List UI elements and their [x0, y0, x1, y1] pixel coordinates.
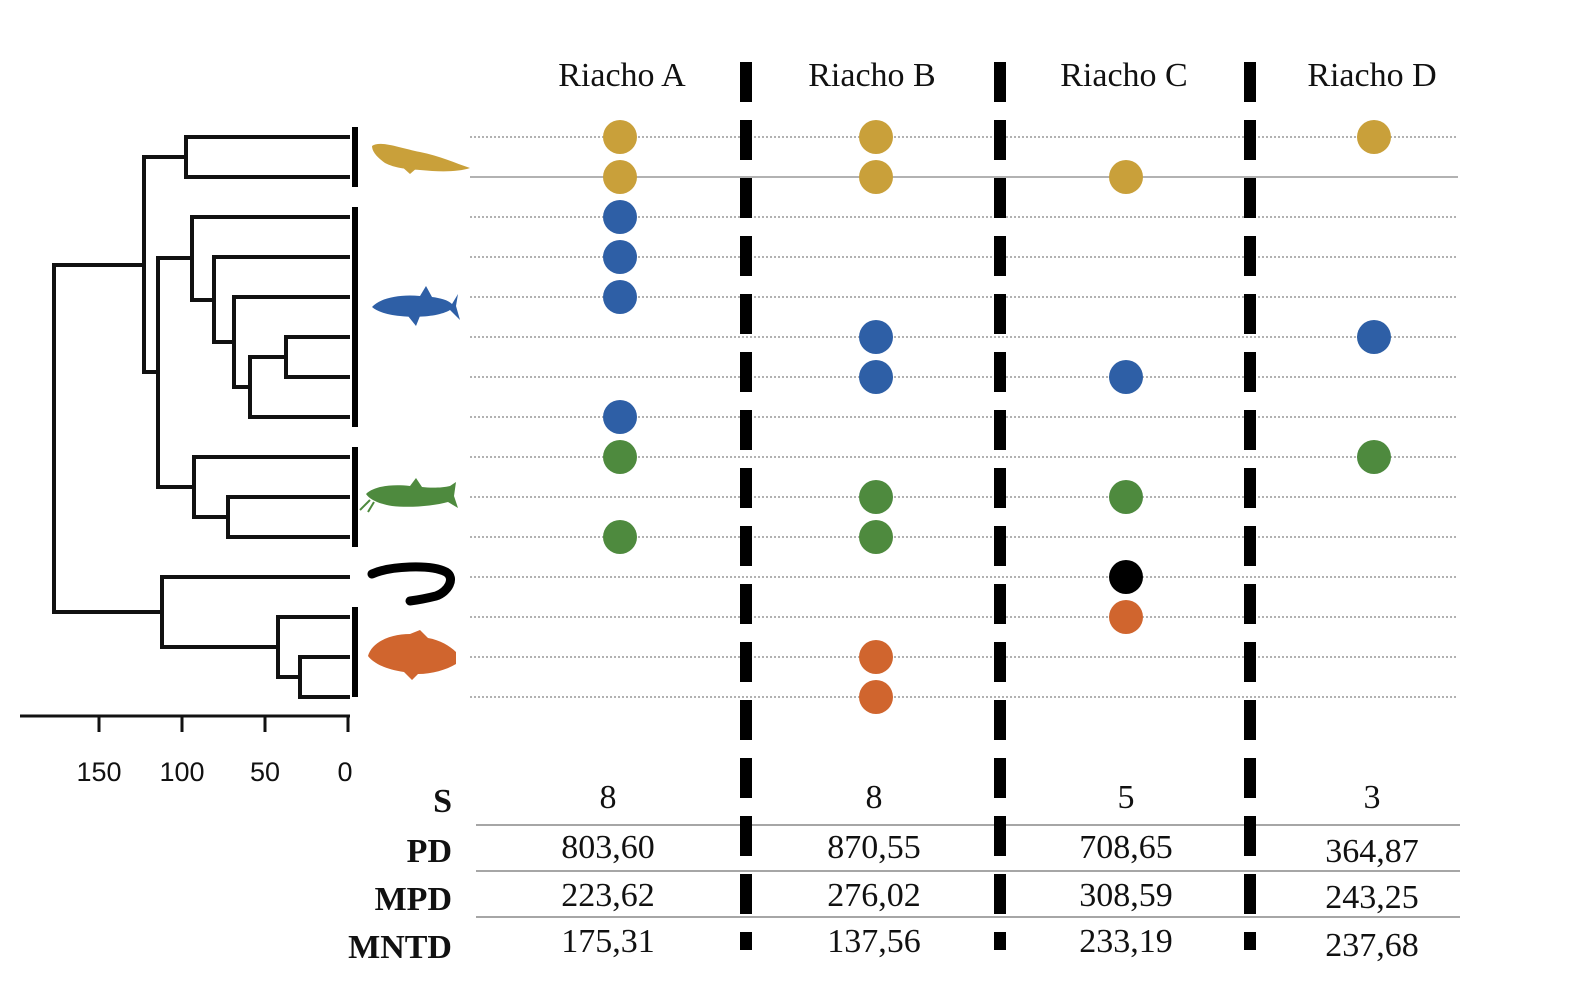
- occurrence-dot: [1357, 440, 1391, 474]
- tree-branch: [284, 335, 350, 379]
- metric-value: 3: [1364, 779, 1381, 816]
- column-header-riacho-a: Riacho A: [558, 57, 686, 94]
- occurrence-dot: [859, 320, 893, 354]
- occurrence-dot: [603, 440, 637, 474]
- occurrence-dot: [1109, 360, 1143, 394]
- occurrence-dot: [859, 120, 893, 154]
- occurrence-dot: [1357, 120, 1391, 154]
- axis-tick-label: 50: [250, 757, 280, 787]
- metric-value: 364,87: [1325, 833, 1419, 870]
- tree-branch: [160, 575, 350, 649]
- metric-value: 803,60: [561, 829, 655, 866]
- axis-tick-label: 100: [159, 757, 204, 787]
- metric-value: 8: [866, 779, 883, 816]
- column-header-riacho-b: Riacho B: [808, 57, 935, 94]
- cichlid-fish-icon: [368, 630, 456, 680]
- tree-branch: [52, 263, 164, 614]
- metric-label-mntd: MNTD: [348, 929, 452, 966]
- occurrence-dot: [859, 360, 893, 394]
- occurrence-dot: [603, 520, 637, 554]
- occurrence-dot: [1109, 480, 1143, 514]
- tree-branch: [248, 355, 350, 419]
- tree-branch: [156, 256, 196, 489]
- column-dividers: [740, 62, 1256, 950]
- metric-label-s: S: [433, 783, 452, 820]
- metric-value: 233,19: [1079, 923, 1173, 960]
- occurrence-dot: [1357, 320, 1391, 354]
- column-header-riacho-c: Riacho C: [1060, 57, 1187, 94]
- time-axis: [20, 714, 350, 732]
- tree-branch: [142, 155, 188, 374]
- metric-value: 237,68: [1325, 927, 1419, 964]
- occurrence-dot: [859, 520, 893, 554]
- metric-value: 5: [1118, 779, 1135, 816]
- metric-value: 708,65: [1079, 829, 1173, 866]
- axis-tick-label: 0: [337, 757, 352, 787]
- phylogenetic-tree: [52, 135, 350, 699]
- occurrence-dot: [859, 640, 893, 674]
- occurrence-dot: [603, 120, 637, 154]
- metric-value: 243,25: [1325, 879, 1419, 916]
- occurrence-dot: [603, 400, 637, 434]
- occurrence-dot: [603, 200, 637, 234]
- tree-branch: [276, 615, 350, 679]
- column-header-riacho-d: Riacho D: [1307, 57, 1436, 94]
- tree-branch: [184, 135, 350, 179]
- occurrence-dot: [859, 680, 893, 714]
- occurrence-dot: [859, 160, 893, 194]
- tree-branch: [192, 455, 350, 519]
- metric-value: 276,02: [827, 877, 921, 914]
- metrics-table-rules: [476, 824, 1460, 918]
- occurrence-dot: [1109, 560, 1143, 594]
- occurrence-dot: [859, 480, 893, 514]
- axis-tick-label: 150: [76, 757, 121, 787]
- occurrence-dot: [603, 240, 637, 274]
- metric-label-mpd: MPD: [375, 881, 452, 918]
- characin-fish-icon: [372, 286, 460, 326]
- occurrence-dot: [603, 280, 637, 314]
- metric-value: 175,31: [561, 923, 655, 960]
- occurrence-dot: [1109, 160, 1143, 194]
- metric-label-pd: PD: [407, 833, 452, 870]
- occurrence-dot: [1109, 600, 1143, 634]
- metric-value: 870,55: [827, 829, 921, 866]
- occurrence-dot: [603, 160, 637, 194]
- synbranchid-eel-icon: [367, 562, 455, 606]
- metric-value: 8: [600, 779, 617, 816]
- tree-branch: [226, 495, 350, 539]
- catfish-icon: [359, 478, 458, 513]
- occurrence-dots: [603, 120, 1391, 714]
- eel-fish-icon: [372, 143, 470, 174]
- metric-value: 137,56: [827, 923, 921, 960]
- metric-value: 308,59: [1079, 877, 1173, 914]
- tree-branch: [298, 655, 350, 699]
- metric-value: 223,62: [561, 877, 655, 914]
